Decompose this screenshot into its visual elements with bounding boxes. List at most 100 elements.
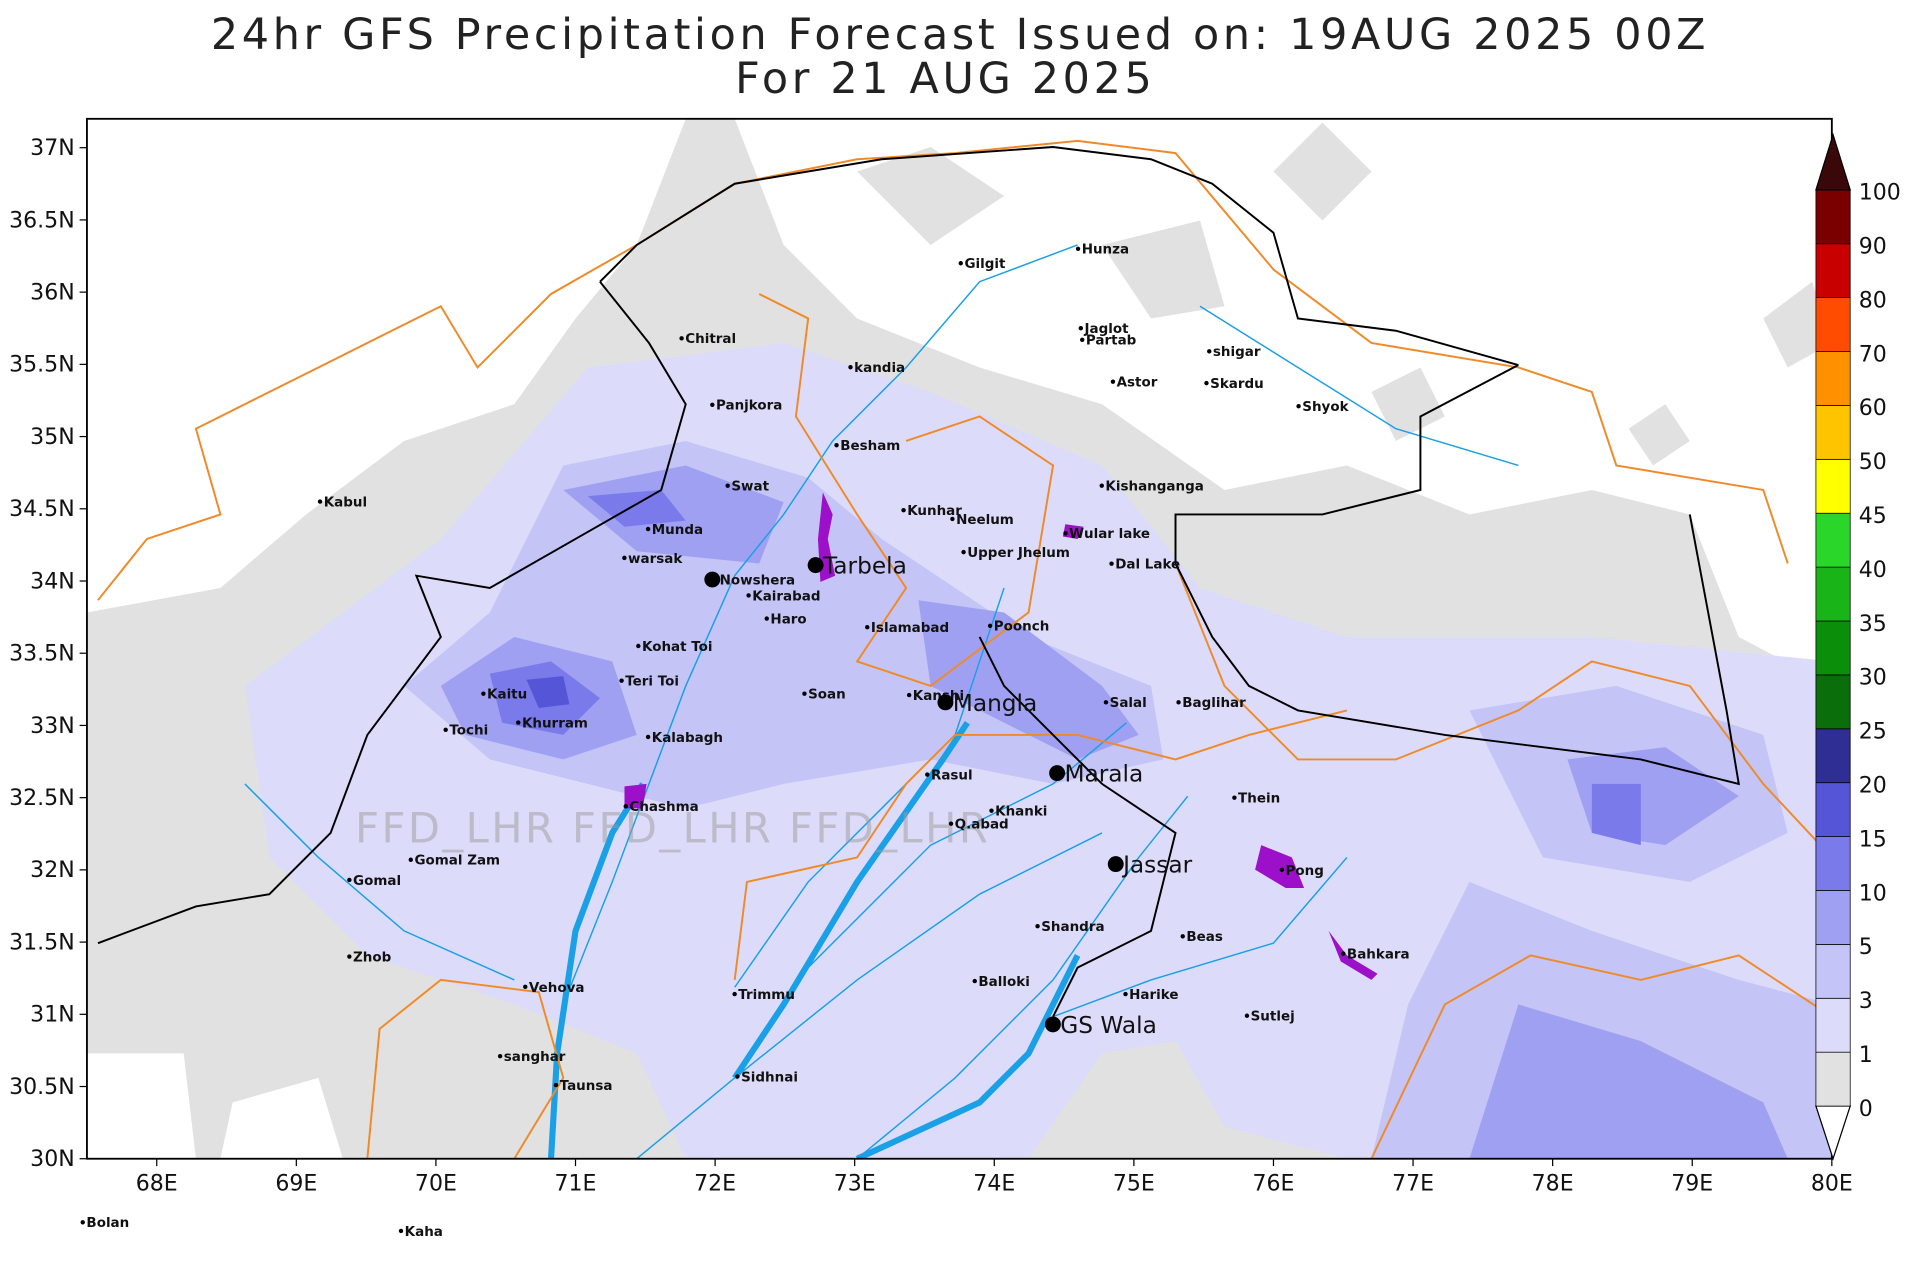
colorbar-label: 100 xyxy=(1859,181,1901,206)
city-label: Khurram xyxy=(522,715,588,731)
city-label: Bolan xyxy=(86,1215,129,1231)
colorbar-swatch xyxy=(1815,458,1851,514)
city-label: Tochi xyxy=(449,723,488,739)
city-dot xyxy=(950,516,955,522)
city-dot xyxy=(619,678,624,683)
colorbar-swatch xyxy=(1815,890,1851,945)
city-label: Hunza xyxy=(1082,242,1129,258)
city-label: Astor xyxy=(1117,375,1158,391)
city-dot xyxy=(398,1228,404,1234)
city-label: Tarbela xyxy=(822,553,907,580)
city-label: Shandra xyxy=(1041,919,1104,935)
city-dot xyxy=(906,692,912,698)
city-label: Trimmu xyxy=(738,987,795,1003)
city-dot xyxy=(1107,856,1124,873)
city-dot xyxy=(1279,867,1285,873)
colorbar-label: 25 xyxy=(1859,720,1887,745)
colorbar-swatch xyxy=(1815,566,1851,622)
y-tick-label: 36N xyxy=(30,280,75,305)
city-label: Salal xyxy=(1110,695,1147,711)
colorbar-label: 0 xyxy=(1859,1097,1873,1122)
colorbar-label: 50 xyxy=(1859,450,1887,475)
city-dot xyxy=(1176,700,1181,705)
city-dot xyxy=(516,720,521,725)
city-dot xyxy=(1232,795,1237,800)
colorbar-swatch xyxy=(1815,405,1851,460)
city-dot xyxy=(972,978,977,984)
colorbar-label: 10 xyxy=(1859,881,1887,906)
city-dot xyxy=(1035,923,1040,929)
y-tick-label: 33N xyxy=(30,714,75,739)
x-tick-label: 78E xyxy=(1532,1172,1574,1197)
city-label: Kabul xyxy=(324,494,367,510)
y-tick-label: 30N xyxy=(30,1147,75,1172)
city-dot xyxy=(1341,951,1346,956)
city-dot xyxy=(1063,531,1068,536)
x-tick-label: 80E xyxy=(1811,1172,1853,1197)
city-dot xyxy=(347,877,352,883)
city-label: Baglihar xyxy=(1182,695,1246,711)
city-dot xyxy=(735,1074,740,1079)
city-dot xyxy=(901,508,906,513)
colorbar-label: 90 xyxy=(1859,235,1887,260)
city-label: Jaglot xyxy=(1084,321,1130,337)
x-tick-label: 74E xyxy=(973,1172,1015,1197)
city-label: Bahkara xyxy=(1347,947,1410,963)
city-label: Vehova xyxy=(529,980,585,996)
city-dot xyxy=(1099,483,1104,488)
city-label: Khanki xyxy=(995,804,1047,820)
y-tick-label: 37N xyxy=(30,136,75,161)
city-dot xyxy=(497,1053,503,1059)
city-dot xyxy=(443,727,448,732)
colorbar-swatch xyxy=(1815,243,1851,299)
y-tick-label: 32.5N xyxy=(9,786,75,811)
city-dot xyxy=(317,499,323,504)
city-label: Gomal xyxy=(353,873,401,889)
city-dot xyxy=(623,804,628,809)
colorbar-swatch xyxy=(1815,836,1851,891)
boundaries xyxy=(97,139,1832,1159)
colorbar-label: 35 xyxy=(1859,612,1887,637)
city-dot xyxy=(553,1082,559,1088)
city-dot xyxy=(1049,765,1066,782)
y-tick-label: 30.5N xyxy=(9,1075,75,1100)
city-label: Dal Lake xyxy=(1115,557,1180,573)
colorbar-label: 60 xyxy=(1859,396,1887,421)
colorbar-label: 40 xyxy=(1859,558,1887,583)
city-label: Besham xyxy=(840,438,900,454)
colorbar-label: 45 xyxy=(1859,504,1887,529)
city-dot xyxy=(1078,326,1084,331)
colorbar-swatch xyxy=(1815,351,1851,406)
city-dot xyxy=(636,643,641,649)
city-dot xyxy=(1080,337,1085,343)
city-dot xyxy=(80,1220,85,1225)
city-label: Partab xyxy=(1086,333,1137,349)
city-label: Kairabad xyxy=(752,588,820,604)
city-dot xyxy=(834,443,839,448)
colorbar-swatch xyxy=(1815,674,1851,730)
city-label: Kaitu xyxy=(487,687,527,703)
city-label: Thein xyxy=(1238,791,1280,807)
city-dot xyxy=(622,555,627,561)
city-dot xyxy=(523,984,528,990)
city-dot xyxy=(961,549,966,555)
x-tick-label: 70E xyxy=(415,1172,457,1197)
x-tick-label: 75E xyxy=(1113,1172,1155,1197)
city-label: Munda xyxy=(652,522,703,538)
city-label: Kunhar xyxy=(907,503,962,519)
city-dot xyxy=(347,954,352,959)
city-dot xyxy=(732,991,737,997)
colorbar-label: 5 xyxy=(1859,935,1873,960)
city-label: Neelum xyxy=(956,512,1014,528)
city-dot xyxy=(848,365,853,370)
city-label: Mangla xyxy=(953,690,1038,717)
city-label: kandia xyxy=(854,360,905,376)
city-dot xyxy=(1044,1016,1061,1033)
y-tick-label: 31.5N xyxy=(9,930,75,955)
city-label: Poonch xyxy=(994,619,1050,635)
city-label: Sutlej xyxy=(1251,1009,1295,1025)
city-dot xyxy=(1207,349,1212,354)
city-label: Wular lake xyxy=(1069,526,1150,542)
city-dot xyxy=(937,694,954,711)
gray-patches xyxy=(857,122,1832,466)
